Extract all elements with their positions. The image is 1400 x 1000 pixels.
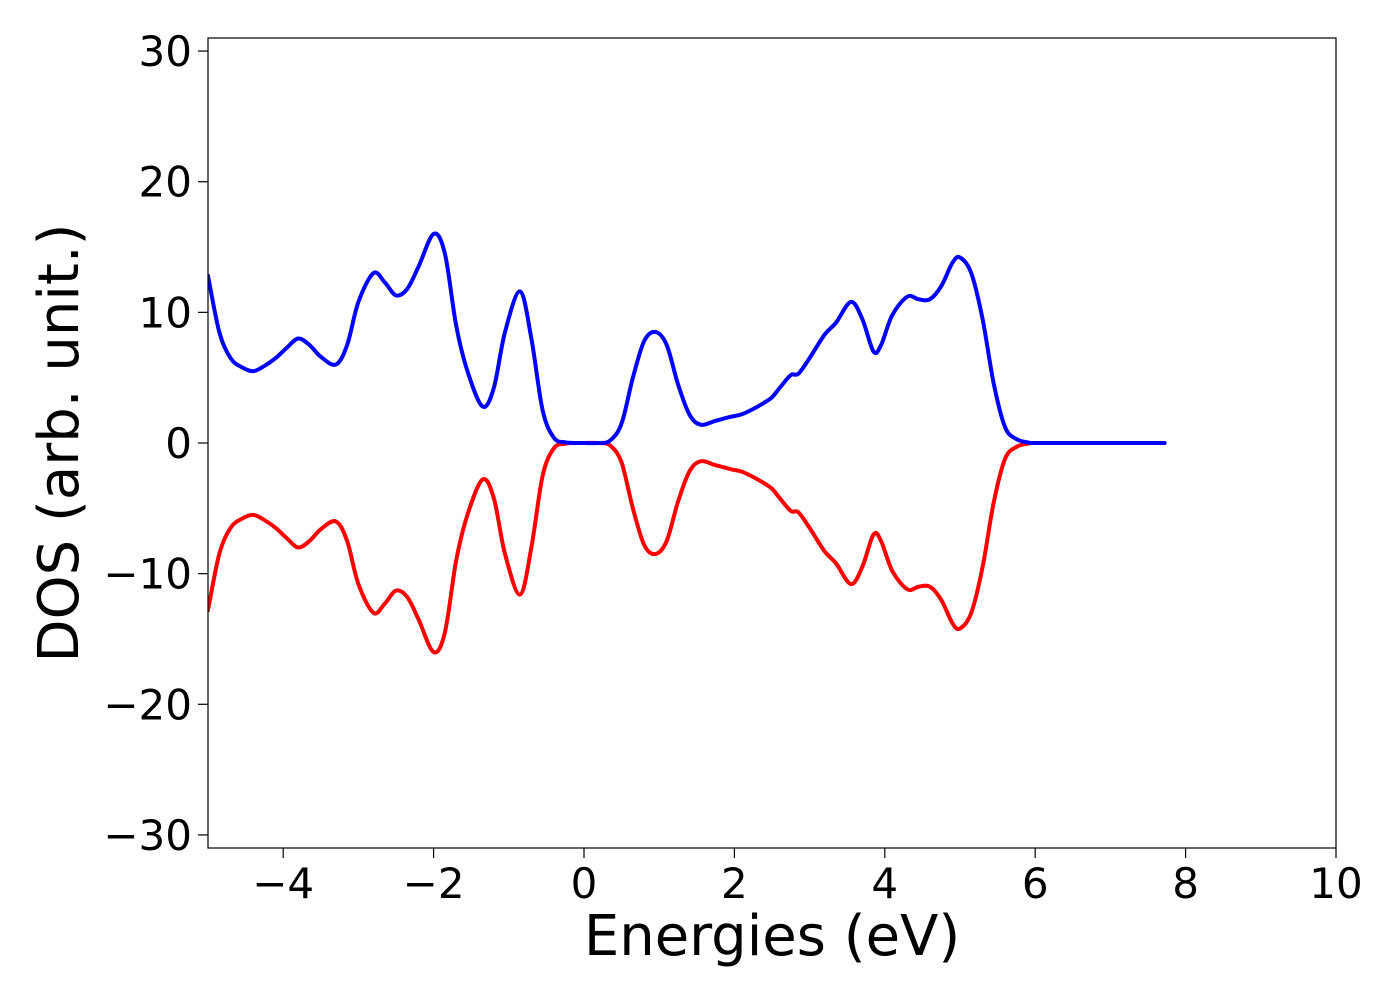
y-tick-label: −30 <box>103 811 192 860</box>
x-tick-label: 4 <box>871 859 898 908</box>
series-layer <box>208 231 1167 655</box>
y-tick-label: −20 <box>103 680 192 729</box>
x-tick-label: 8 <box>1172 859 1199 908</box>
x-axis: −4 −2 0 2 4 6 8 10 <box>252 848 1363 908</box>
y-tick-label: 10 <box>139 288 192 337</box>
x-tick-label: −2 <box>403 859 465 908</box>
y-axis: −30 −20 −10 0 10 20 30 <box>103 27 208 860</box>
x-tick-label: −4 <box>252 859 314 908</box>
y-tick-label: 20 <box>139 158 192 207</box>
x-tick-label: 6 <box>1022 859 1049 908</box>
x-tick-label: 2 <box>721 859 748 908</box>
y-tick-label: 0 <box>165 419 192 468</box>
series-line-2 <box>208 440 1167 655</box>
x-tick-label: 0 <box>571 859 598 908</box>
y-tick-label: −10 <box>103 550 192 599</box>
y-axis-title: DOS (arb. unit.) <box>27 223 92 662</box>
y-tick-label: 30 <box>139 27 192 76</box>
x-axis-title: Energies (eV) <box>584 904 960 969</box>
x-tick-label: 10 <box>1309 859 1362 908</box>
series-line-1 <box>208 231 1167 446</box>
